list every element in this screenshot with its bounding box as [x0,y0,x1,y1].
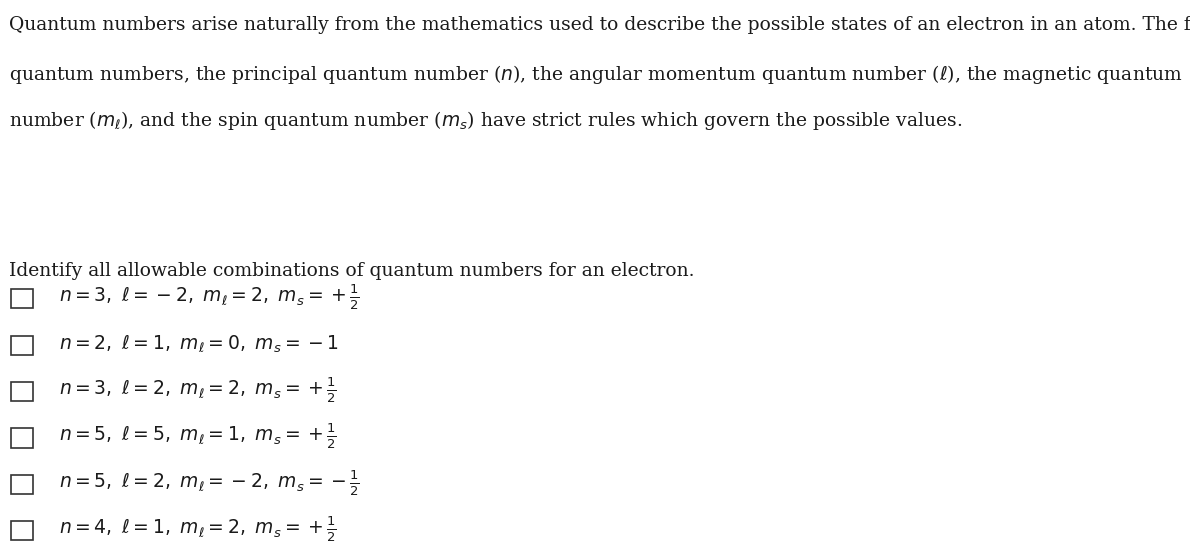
FancyBboxPatch shape [11,429,33,448]
FancyBboxPatch shape [11,382,33,401]
Text: Quantum numbers arise naturally from the mathematics used to describe the possib: Quantum numbers arise naturally from the… [10,16,1190,35]
Text: $n = 3,\ \ell = 2,\ m_\ell = 2,\ m_s = +\frac{1}{2}$: $n = 3,\ \ell = 2,\ m_\ell = 2,\ m_s = +… [60,375,337,405]
FancyBboxPatch shape [11,289,33,309]
Text: Identify all allowable combinations of quantum numbers for an electron.: Identify all allowable combinations of q… [10,262,695,280]
Text: $n = 5,\ \ell = 5,\ m_\ell = 1,\ m_s = +\frac{1}{2}$: $n = 5,\ \ell = 5,\ m_\ell = 1,\ m_s = +… [60,422,337,452]
Text: $n = 5,\ \ell = 2,\ m_\ell = -2,\ m_s = -\frac{1}{2}$: $n = 5,\ \ell = 2,\ m_\ell = -2,\ m_s = … [60,469,361,498]
Text: $n = 4,\ \ell = 1,\ m_\ell = 2,\ m_s = +\frac{1}{2}$: $n = 4,\ \ell = 1,\ m_\ell = 2,\ m_s = +… [60,515,337,544]
Text: quantum numbers, the principal quantum number ($n$), the angular momentum quantu: quantum numbers, the principal quantum n… [10,63,1183,86]
Text: $n = 3,\ \ell = -2,\ m_\ell = 2,\ m_s = +\frac{1}{2}$: $n = 3,\ \ell = -2,\ m_\ell = 2,\ m_s = … [60,283,361,312]
FancyBboxPatch shape [11,521,33,540]
Text: $n = 2,\ \ell = 1,\ m_\ell = 0,\ m_s = -1$: $n = 2,\ \ell = 1,\ m_\ell = 0,\ m_s = -… [60,333,339,355]
FancyBboxPatch shape [11,335,33,355]
Text: number ($m_\ell$), and the spin quantum number ($m_s$) have strict rules which g: number ($m_\ell$), and the spin quantum … [10,109,963,132]
FancyBboxPatch shape [11,475,33,494]
